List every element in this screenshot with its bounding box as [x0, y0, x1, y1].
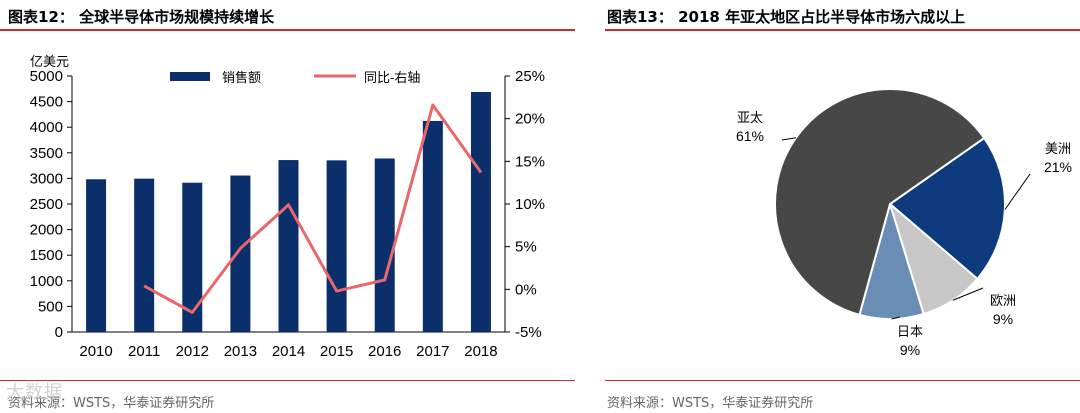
left-y-tick-label: 0 [55, 324, 63, 341]
left-y-tick-label: 3000 [30, 170, 63, 187]
left-y-tick-label: 500 [38, 298, 63, 315]
left-y-tick-label: 1000 [30, 273, 63, 290]
pie-label-value: 9% [900, 342, 920, 358]
right-title-rule [605, 29, 1080, 31]
bar-line-chart: 亿美元 0 500 1000 1500 2000 2500 3000 3500 4000 4500 5… [30, 54, 545, 360]
left-y-tick-label: 1500 [30, 247, 63, 264]
left-title-rule [0, 29, 575, 31]
pie-leader-line [952, 287, 984, 301]
sales-bar [374, 158, 395, 332]
left-y-tick-label: 3500 [30, 145, 63, 162]
pie-label-value: 9% [993, 311, 1013, 327]
sales-bar [422, 120, 443, 332]
x-tick-label: 2011 [128, 343, 160, 360]
pie-leader-line [891, 316, 901, 320]
right-chart-title: 图表13： 2018 年亚太地区占比半导体市场六成以上 [607, 8, 966, 26]
pie-leader-line [781, 137, 797, 141]
right-y-tick-label: 20% [515, 111, 545, 128]
left-source-note: 资料来源：WSTS，华泰证券研究所 [8, 396, 215, 411]
pie-slice [774, 88, 986, 317]
x-tick-label: 2012 [176, 343, 209, 360]
y-axis-unit-label: 亿美元 [30, 54, 69, 69]
sales-bar [86, 179, 107, 332]
left-y-tick-label: 2500 [30, 196, 63, 213]
left-y-tick-label: 4000 [30, 119, 63, 136]
sales-bar [134, 178, 155, 332]
left-y-tick-label: 5000 [30, 68, 63, 85]
sales-bar [278, 160, 299, 332]
pie-chart: 亚太 61% 美洲 21% 欧洲 9% 日本 9% [736, 88, 1072, 358]
x-tick-label: 2010 [79, 343, 112, 360]
right-y-tick-label: 15% [515, 153, 545, 170]
right-y-tick-label: 10% [515, 196, 545, 213]
pie-label-name: 亚太 [737, 110, 763, 125]
legend-bar-swatch [170, 72, 210, 81]
right-source-rule [605, 380, 1080, 381]
pie-slice [888, 136, 1006, 281]
legend-bar-label: 销售额 [222, 70, 261, 85]
pie-label-value: 21% [1044, 159, 1072, 175]
left-y-tick-label: 2000 [30, 222, 63, 239]
left-source-rule [0, 380, 575, 381]
x-tick-label: 2016 [368, 343, 401, 360]
pie-label-value: 61% [736, 128, 764, 144]
watermark-text: 大数据 [6, 382, 63, 403]
x-tick-label: 2017 [416, 343, 449, 360]
sales-bar [326, 160, 347, 332]
pie-leader-line [1004, 173, 1031, 210]
pie-label-name: 欧洲 [990, 293, 1016, 308]
left-chart-title: 图表12： 全球半导体市场规模持续增长 [8, 8, 275, 26]
right-y-tick-label: 0% [515, 281, 537, 298]
x-tick-label: 2014 [272, 343, 305, 360]
right-y-tick-label: 5% [515, 239, 537, 256]
sales-bar [470, 91, 491, 332]
left-y-tick-label: 4500 [30, 94, 63, 111]
yoy-growth-line [143, 103, 483, 314]
legend-line-label: 同比-右轴 [364, 70, 420, 85]
pie-label-name: 日本 [897, 324, 923, 339]
right-y-tick-label: 25% [515, 68, 545, 85]
x-tick-label: 2015 [320, 343, 353, 360]
x-tick-label: 2013 [224, 343, 257, 360]
sales-bar [182, 182, 203, 332]
right-y-tick-label: -5% [515, 324, 542, 341]
right-source-note: 资料来源：WSTS，华泰证券研究所 [607, 396, 814, 411]
x-tick-label: 2018 [464, 343, 497, 360]
sales-bar [230, 175, 251, 332]
pie-label-name: 美洲 [1045, 141, 1071, 156]
